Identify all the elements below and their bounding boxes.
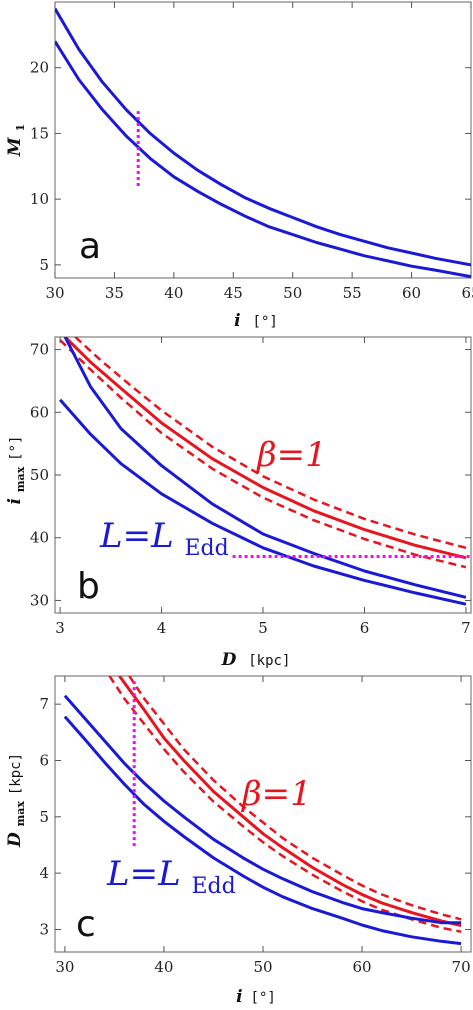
eddington-subscript: Edd xyxy=(184,536,228,561)
panel-a: 30 35 40 45 50 55 60 65 5 10 15 20 a i [°] M 1 xyxy=(5,1,473,331)
solid-curve xyxy=(118,676,462,927)
panel-letter: c xyxy=(76,904,96,945)
y-axis-unit: [kpc] xyxy=(8,753,24,795)
curve-group xyxy=(58,337,471,606)
y-tick-label: 20 xyxy=(30,59,49,77)
plot-frame xyxy=(54,336,472,614)
x-tick-label: 65 xyxy=(461,284,473,302)
solid-curve xyxy=(55,40,471,278)
x-axis-label: D [kpc] xyxy=(221,650,291,670)
x-axis-unit: [kpc] xyxy=(248,653,290,669)
panel-b: 3 4 5 6 7 30 40 50 60 70 β=1 L=L Edd b D [kpc] i … xyxy=(5,336,472,670)
solid-curve xyxy=(63,694,462,925)
y-tick-label: 60 xyxy=(30,403,49,421)
y-axis-subscript: max xyxy=(14,801,27,827)
x-tick-label: 35 xyxy=(105,284,124,302)
tick-group: 3 4 5 6 7 30 40 50 60 70 xyxy=(30,337,471,637)
y-tick-label: 3 xyxy=(39,920,49,938)
y-tick-label: 5 xyxy=(39,808,49,826)
x-tick-label: 50 xyxy=(283,284,302,302)
x-tick-label: 4 xyxy=(157,619,167,637)
x-axis-symbol: i xyxy=(236,987,242,1007)
y-tick-label: 6 xyxy=(39,751,49,769)
x-axis-unit: [°] xyxy=(253,314,278,330)
y-tick-label: 70 xyxy=(30,341,49,359)
y-axis-label: D max [kpc] xyxy=(5,753,29,848)
curve-group xyxy=(55,7,471,278)
solid-curve xyxy=(63,337,467,599)
y-axis-unit: [°] xyxy=(8,436,24,461)
x-tick-label: 30 xyxy=(55,958,74,976)
y-axis-label: M 1 xyxy=(5,124,27,157)
x-axis-symbol: i xyxy=(234,311,240,331)
x-tick-label: 50 xyxy=(253,958,272,976)
solid-curve xyxy=(64,337,467,560)
x-axis-label: i [°] xyxy=(234,311,278,331)
dashed-curve xyxy=(59,339,467,569)
dashed-curve xyxy=(74,337,467,550)
eddington-annotation: L=L Edd xyxy=(106,854,236,899)
x-tick-label: 70 xyxy=(452,958,471,976)
y-tick-label: 50 xyxy=(30,466,49,484)
x-tick-label: 3 xyxy=(55,619,65,637)
y-axis-symbol: D xyxy=(5,832,25,848)
tick-group: 30 40 50 60 70 3 4 5 6 7 xyxy=(39,676,471,976)
y-tick-label: 15 xyxy=(30,124,49,142)
beta-annotation: β=1 xyxy=(255,435,327,475)
plot-frame xyxy=(54,1,472,279)
x-tick-label: 7 xyxy=(461,619,471,637)
panel-letter: a xyxy=(79,226,101,267)
y-tick-label: 5 xyxy=(39,256,49,274)
panel-letter: b xyxy=(77,566,100,607)
solid-curve xyxy=(63,715,462,946)
x-tick-label: 45 xyxy=(224,284,243,302)
y-axis-subscript: 1 xyxy=(14,124,27,132)
x-tick-label: 60 xyxy=(353,958,372,976)
y-tick-label: 7 xyxy=(39,695,49,713)
x-tick-label: 55 xyxy=(343,284,362,302)
x-tick-label: 6 xyxy=(360,619,370,637)
dashed-curve xyxy=(128,676,462,921)
y-axis-subscript: max xyxy=(14,466,27,492)
tick-group: 30 35 40 45 50 55 60 65 5 10 15 20 xyxy=(30,2,473,302)
solid-curve xyxy=(55,7,471,267)
panel-c: 30 40 50 60 70 3 4 5 6 7 β=1 L=L Edd c i [°] D ma… xyxy=(5,675,472,1007)
y-tick-label: 30 xyxy=(30,591,49,609)
x-tick-label: 60 xyxy=(402,284,421,302)
x-tick-label: 40 xyxy=(164,284,183,302)
x-axis-label: i [°] xyxy=(236,987,276,1007)
beta-annotation: β=1 xyxy=(240,774,312,814)
x-tick-label: 5 xyxy=(258,619,268,637)
eddington-subscript: Edd xyxy=(191,874,235,899)
y-tick-label: 4 xyxy=(39,864,49,882)
eddington-main: L=L xyxy=(99,516,174,556)
solid-curve xyxy=(58,398,467,606)
x-axis-symbol: D xyxy=(221,650,237,670)
x-tick-label: 30 xyxy=(45,284,64,302)
y-tick-label: 40 xyxy=(30,529,49,547)
y-axis-symbol: M xyxy=(5,136,25,157)
y-axis-label: i max [°] xyxy=(5,436,29,505)
x-axis-unit: [°] xyxy=(251,990,276,1006)
curve-group xyxy=(63,676,462,946)
eddington-main: L=L xyxy=(106,854,181,894)
y-tick-label: 10 xyxy=(30,190,49,208)
x-tick-label: 40 xyxy=(154,958,173,976)
eddington-annotation: L=L Edd xyxy=(99,516,229,561)
y-axis-symbol: i xyxy=(5,498,25,504)
